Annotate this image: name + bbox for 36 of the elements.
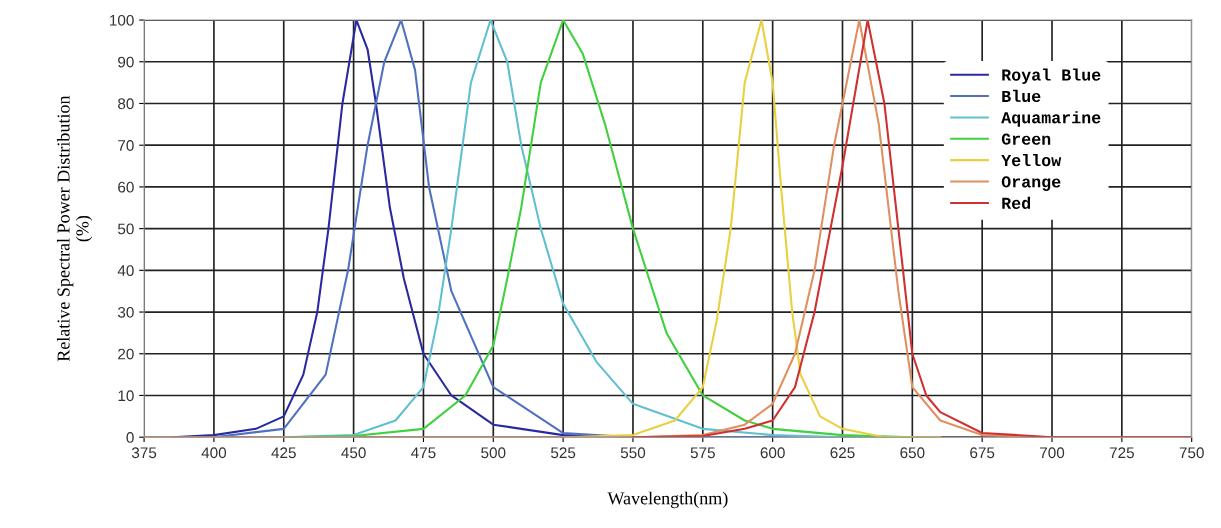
- x-tick-label: 700: [1040, 447, 1065, 459]
- y-tick-label: 50: [117, 223, 134, 235]
- x-tick-label: 425: [271, 447, 296, 459]
- y-tick-label: 100: [110, 14, 134, 26]
- x-tick-label: 600: [760, 447, 785, 459]
- x-tick-label: 525: [550, 447, 576, 459]
- y-axis-title: Relative Spectral Power Distribution (%): [56, 95, 93, 362]
- y-tick-label: 80: [118, 98, 134, 110]
- y-tick-label: 20: [118, 348, 134, 360]
- legend-label: Royal Blue: [1002, 68, 1101, 84]
- y-tick-label: 10: [118, 390, 134, 402]
- x-tick-label: 750: [1179, 447, 1204, 459]
- y-tick-label: 30: [117, 306, 134, 318]
- x-tick-label: 650: [900, 447, 925, 459]
- y-tick-label: 90: [118, 56, 134, 68]
- x-tick-label: 675: [970, 447, 995, 459]
- x-tick-label: 475: [411, 447, 436, 459]
- x-tick-label: 500: [481, 447, 506, 459]
- legend-label: Yellow: [1001, 153, 1062, 167]
- legend-label: Orange: [1001, 176, 1061, 191]
- x-tick-label: 575: [690, 447, 715, 459]
- y-tick-label: 0: [126, 432, 134, 443]
- x-tick-label: 400: [201, 447, 227, 459]
- y-tick-label: 70: [118, 140, 134, 151]
- legend-label: Red: [1002, 196, 1031, 209]
- x-tick-label: 625: [830, 447, 855, 459]
- x-tick-label: 375: [131, 447, 157, 459]
- x-tick-label: 450: [341, 447, 366, 459]
- legend-label: Green: [1001, 133, 1051, 145]
- legend-label: Aquamarine: [1001, 111, 1101, 127]
- y-tick-label: 40: [117, 265, 134, 277]
- x-tick-label: 725: [1109, 447, 1134, 459]
- y-tick-label: 60: [118, 181, 134, 193]
- legend-label: Blue: [1002, 89, 1041, 103]
- x-axis-title: Wavelength(nm): [607, 491, 728, 509]
- x-tick-label: 550: [620, 447, 646, 459]
